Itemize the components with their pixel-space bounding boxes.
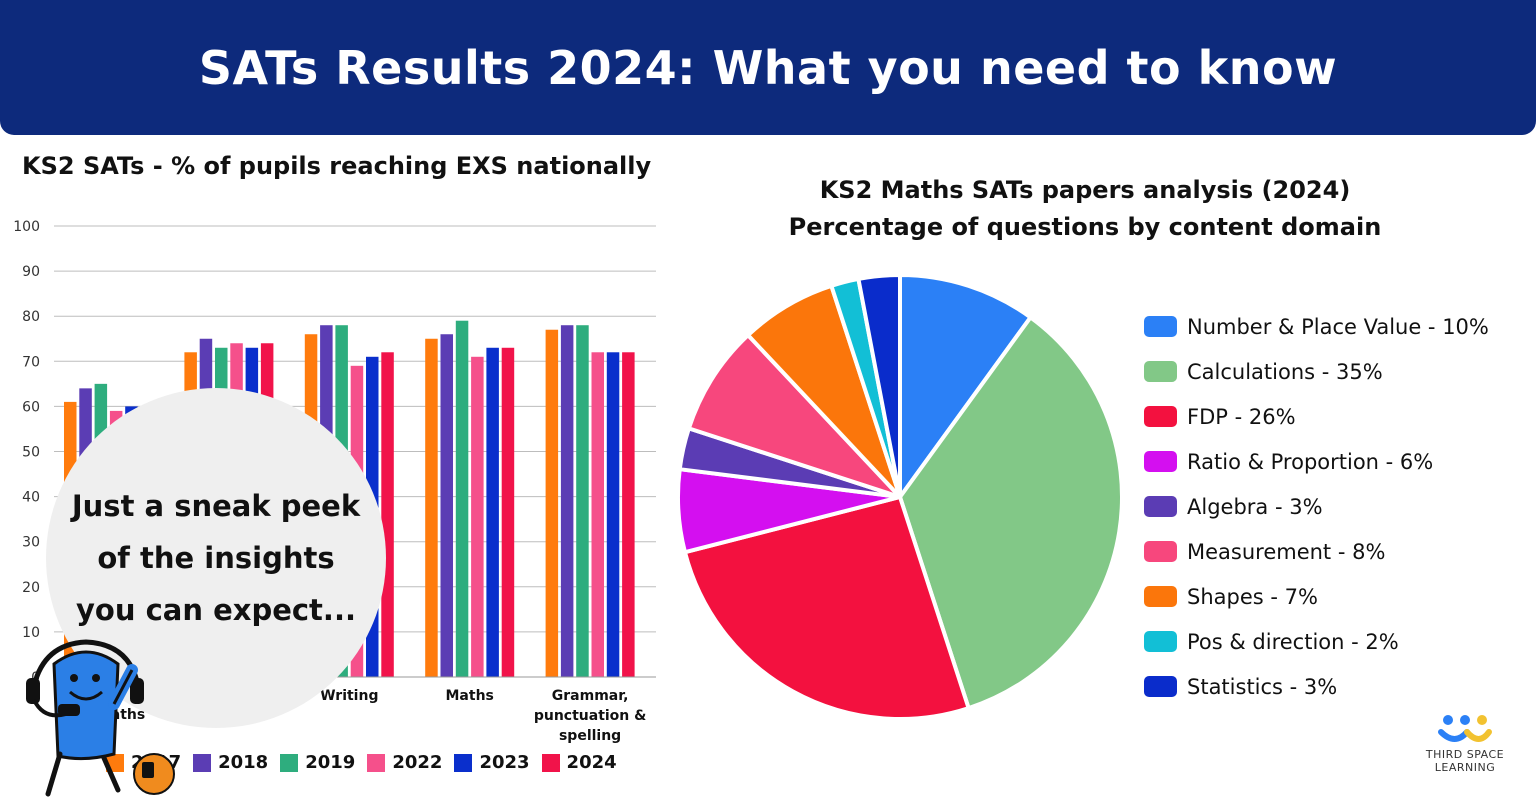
pie-chart-subtitle: Percentage of questions by content domai… [788,213,1382,241]
page-title: SATs Results 2024: What you need to know [198,40,1338,95]
y-tick-label: 10 [22,625,40,641]
y-tick-label: 70 [22,354,40,370]
legend-swatch [1144,586,1177,607]
y-tick-label: 90 [22,264,40,280]
pie-chart-title-block: KS2 Maths SATs papers analysis (2024) Pe… [760,172,1410,246]
legend-label: Shapes - 7% [1187,584,1318,609]
legend-swatch [1144,406,1177,427]
legend-swatch [1144,676,1177,697]
bubble-text: Just a sneak peek of the insights you ca… [66,480,366,636]
legend-label: Calculations - 35% [1187,359,1383,384]
legend-swatch [1144,316,1177,337]
x-tick-label: aths [111,707,145,723]
legend-swatch [1144,541,1177,562]
pie-slice [682,495,971,721]
bar-2019 [455,320,469,677]
x-tick-label: Maths [446,688,494,704]
legend-swatch [541,753,560,772]
legend-label: 2024 [566,752,617,773]
pie-legend-item: Pos & direction - 2% [1144,619,1489,664]
x-tick-label: spelling [559,728,621,744]
x-tick-label: punctuation & [534,708,647,724]
y-tick-label: 100 [13,219,40,235]
pie-slice [898,273,1033,499]
legend-item-2022: 2022 [367,752,442,773]
pie-legend-item: Shapes - 7% [1144,574,1489,619]
pie-legend-item: Algebra - 3% [1144,484,1489,529]
x-tick-label: Writing [320,688,378,704]
y-tick-label: 30 [22,535,40,551]
legend-swatch [1144,451,1177,472]
legend-swatch [193,753,212,772]
y-tick-label: 60 [22,399,40,415]
brand-logo: THIRD SPACE LEARNING [1420,712,1510,774]
logo-text-line1: THIRD SPACE [1425,748,1505,761]
mascot-illustration [26,639,175,797]
bar-2024 [622,352,635,677]
legend-label: 2023 [479,752,530,773]
pie-legend-item: Calculations - 35% [1144,349,1489,394]
legend-item-2019: 2019 [280,752,355,773]
pie-slice [686,333,902,499]
legend-swatch [280,753,299,772]
legend-label: Ratio & Proportion - 6% [1187,449,1434,474]
bar-2019 [576,325,589,677]
legend-swatch [1144,361,1177,382]
pie-legend-item: Number & Place Value - 10% [1144,304,1489,349]
bubble-line: Just a sneak peek [71,489,361,523]
bar-2017 [545,329,559,677]
legend-swatch [1144,631,1177,652]
pie-slice [856,273,902,499]
bar-2024 [501,347,515,677]
pie-legend-item: Measurement - 8% [1144,529,1489,574]
bar-2023 [486,347,499,677]
legend-label: FDP - 26% [1187,404,1296,429]
legend-label: 2022 [392,752,443,773]
y-tick-label: 50 [22,445,40,461]
legend-label: Pos & direction - 2% [1187,629,1399,654]
y-tick-label: 20 [22,580,40,596]
pie-slice [898,315,1124,711]
legend-label: Algebra - 3% [1187,494,1323,519]
bubble-line: of the insights [97,541,335,575]
y-tick-label: 80 [22,309,40,325]
legend-item-2023: 2023 [454,752,530,773]
legend-label: Measurement - 8% [1187,539,1386,564]
header-banner: SATs Results 2024: What you need to know [0,0,1536,135]
legend-label: Statistics - 3% [1187,674,1338,699]
legend-swatch [1144,496,1177,517]
pie-legend-item: Ratio & Proportion - 6% [1144,439,1489,484]
bar-2022 [471,356,484,677]
bar-2017 [425,338,438,677]
pie-legend-item: FDP - 26% [1144,394,1489,439]
bar-2022 [591,352,604,677]
legend-swatch [454,753,473,772]
pie-chart-title: KS2 Maths SATs papers analysis (2024) [819,176,1351,204]
legend-label: 2018 [218,752,269,773]
logo-text-line2: LEARNING [1434,761,1496,774]
y-tick-label: 40 [22,490,40,506]
pie-legend-item: Statistics - 3% [1144,664,1489,709]
bar-chart-title: KS2 SATs - % of pupils reaching EXS nati… [22,152,652,180]
legend-item-2024: 2024 [541,752,617,773]
bar-2023 [606,352,620,677]
speech-bubble: Just a sneak peek of the insights you ca… [46,388,386,728]
bubble-line: you can expect... [76,593,356,627]
bar-2018 [440,334,453,677]
bar-2018 [560,325,574,677]
bar-2024 [381,352,394,677]
x-tick-label: Grammar, [552,688,629,704]
bar-chart-legend: 201720182019202220232024 [106,752,617,773]
legend-item-2018: 2018 [193,752,268,773]
mascot-character [26,639,175,797]
legend-label: 2019 [305,752,356,773]
pie-chart-legend: Number & Place Value - 10% Calculations -… [1144,304,1489,709]
logo-icon [1438,715,1492,742]
legend-label: Number & Place Value - 10% [1187,314,1489,339]
legend-swatch [367,753,386,772]
